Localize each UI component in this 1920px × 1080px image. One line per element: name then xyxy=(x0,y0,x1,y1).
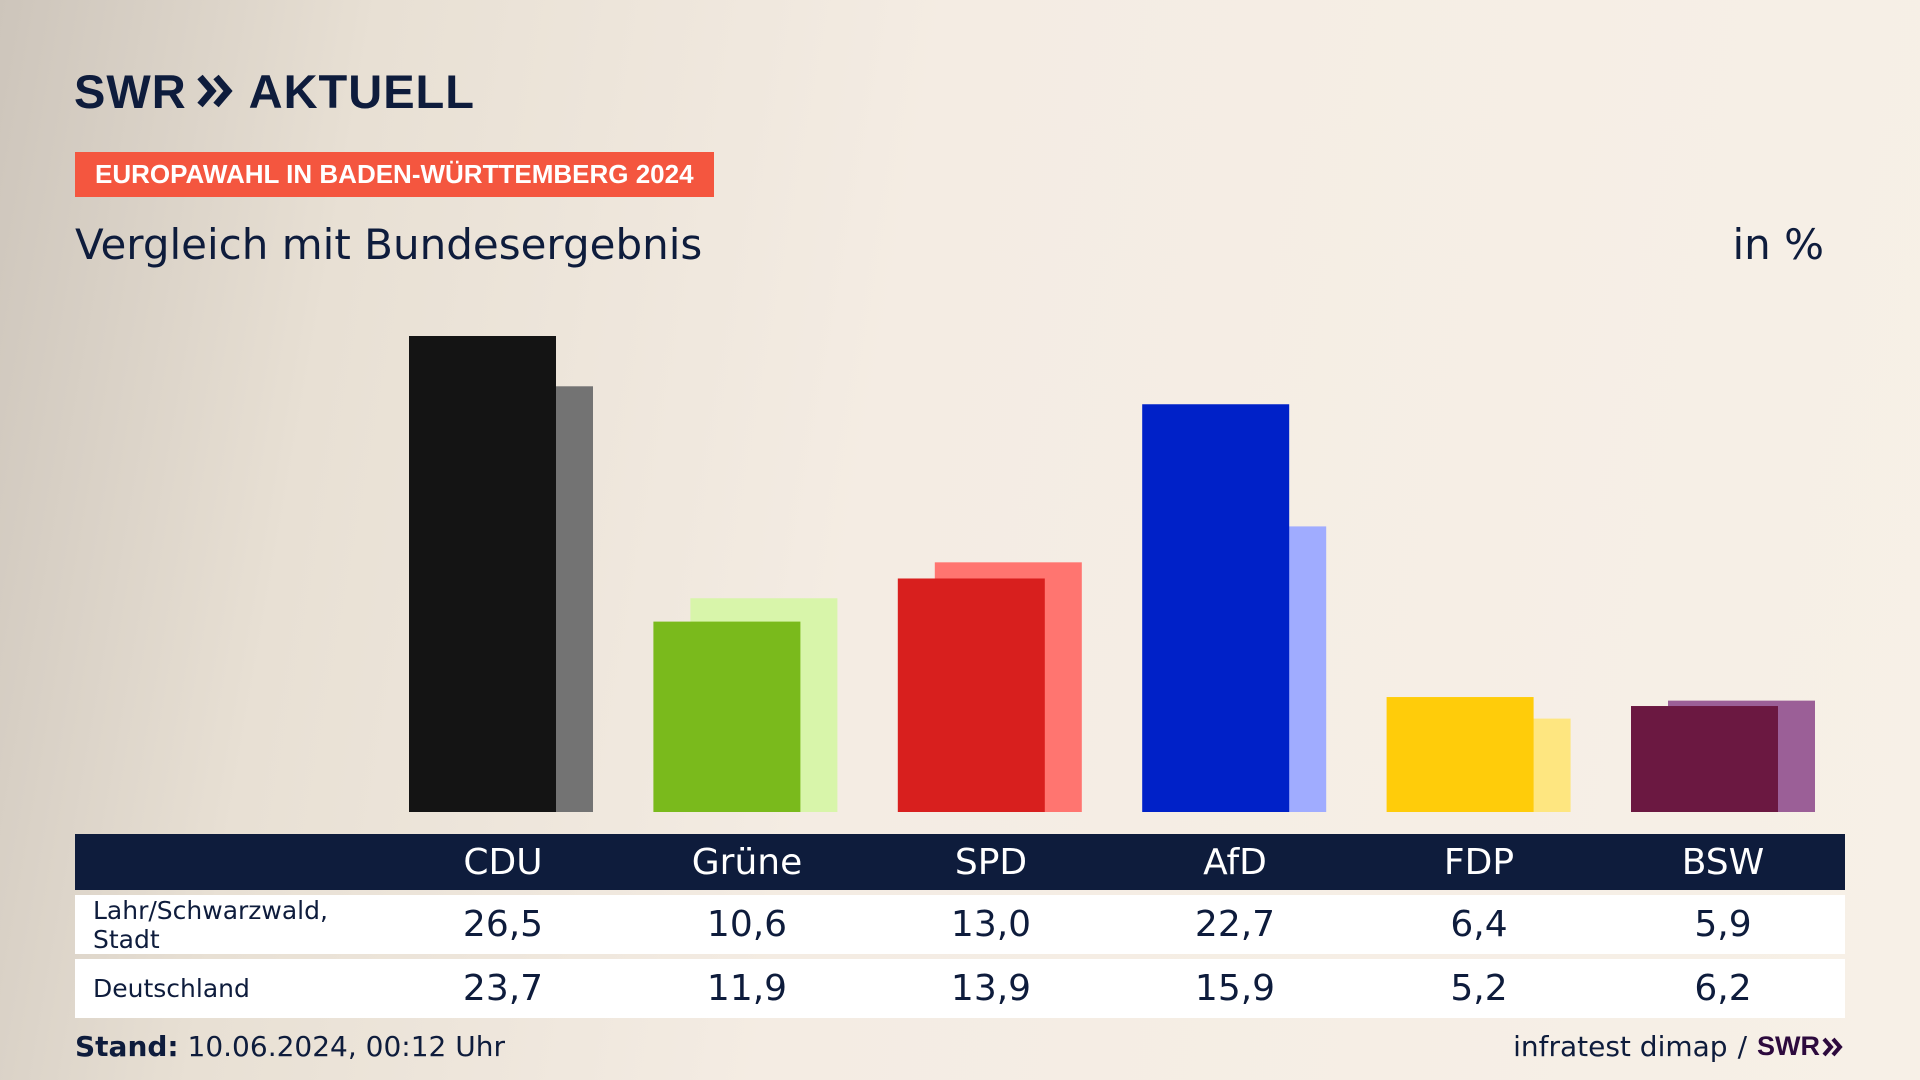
cell-local-fdp: 6,4 xyxy=(1450,904,1508,945)
header-afd: AfD xyxy=(1203,841,1267,883)
bar-local-gruene xyxy=(653,621,801,812)
bar-chart xyxy=(409,336,1815,812)
cell-national-gruene: 11,9 xyxy=(706,968,788,1009)
source-brand-logo: SWR xyxy=(1757,1031,1844,1062)
chart-subtitle: Vergleich mit Bundesergebnis xyxy=(75,220,703,269)
unit-label: in % xyxy=(1732,220,1824,269)
bar-local-bsw xyxy=(1631,706,1778,812)
election-tag: EUROPAWAHL IN BADEN-WÜRTTEMBERG 2024 xyxy=(75,152,714,197)
brand-name: SWR xyxy=(74,64,187,118)
bar-local-cdu xyxy=(409,336,556,812)
header-bsw: BSW xyxy=(1681,841,1765,883)
results-table: CDU Grüne SPD AfD FDP BSW Lahr/Schwarzwa… xyxy=(75,834,1845,1018)
header-gruene: Grüne xyxy=(691,841,803,883)
cell-local-afd: 22,7 xyxy=(1194,904,1276,945)
source-separator: / xyxy=(1737,1030,1747,1063)
table-header: CDU Grüne SPD AfD FDP BSW xyxy=(75,834,1845,890)
source-name: infratest dimap xyxy=(1513,1030,1728,1063)
source-credit: infratest dimap / SWR xyxy=(1513,1030,1844,1063)
brand-logo: SWR AKTUELL xyxy=(74,64,475,118)
cell-local-spd: 13,0 xyxy=(950,904,1032,945)
bar-local-fdp xyxy=(1386,697,1534,812)
cell-national-afd: 15,9 xyxy=(1194,968,1276,1009)
header-cdu: CDU xyxy=(463,841,543,883)
row-label-national: Deutschland xyxy=(93,974,250,1003)
brand-product: AKTUELL xyxy=(248,64,475,118)
double-chevron-icon xyxy=(196,74,233,108)
cell-national-bsw: 6,2 xyxy=(1694,968,1752,1009)
source-brand: SWR xyxy=(1757,1031,1820,1061)
timestamp: Stand: 10.06.2024, 00:12 Uhr xyxy=(75,1030,505,1063)
table-row-local: Lahr/Schwarzwald, Stadt 26,5 10,6 13,0 2… xyxy=(75,895,1845,954)
bar-local-spd xyxy=(897,578,1045,812)
header-spd: SPD xyxy=(954,841,1028,883)
header-fdp: FDP xyxy=(1443,841,1515,883)
cell-national-cdu: 23,7 xyxy=(462,968,544,1009)
stand-value: 10.06.2024, 00:12 Uhr xyxy=(187,1030,505,1063)
cell-national-spd: 13,9 xyxy=(950,968,1032,1009)
cell-national-fdp: 5,2 xyxy=(1450,968,1508,1009)
bar-local-afd xyxy=(1142,404,1290,812)
stand-label: Stand: xyxy=(75,1030,179,1063)
row-label-local: Lahr/Schwarzwald, Stadt xyxy=(93,895,328,954)
table-row-national: Deutschland 23,7 11,9 13,9 15,9 5,2 6,2 xyxy=(75,959,1845,1018)
cell-local-bsw: 5,9 xyxy=(1694,904,1752,945)
cell-local-gruene: 10,6 xyxy=(706,904,788,945)
cell-local-cdu: 26,5 xyxy=(462,904,544,945)
small-double-chevron-icon xyxy=(1822,1037,1843,1056)
